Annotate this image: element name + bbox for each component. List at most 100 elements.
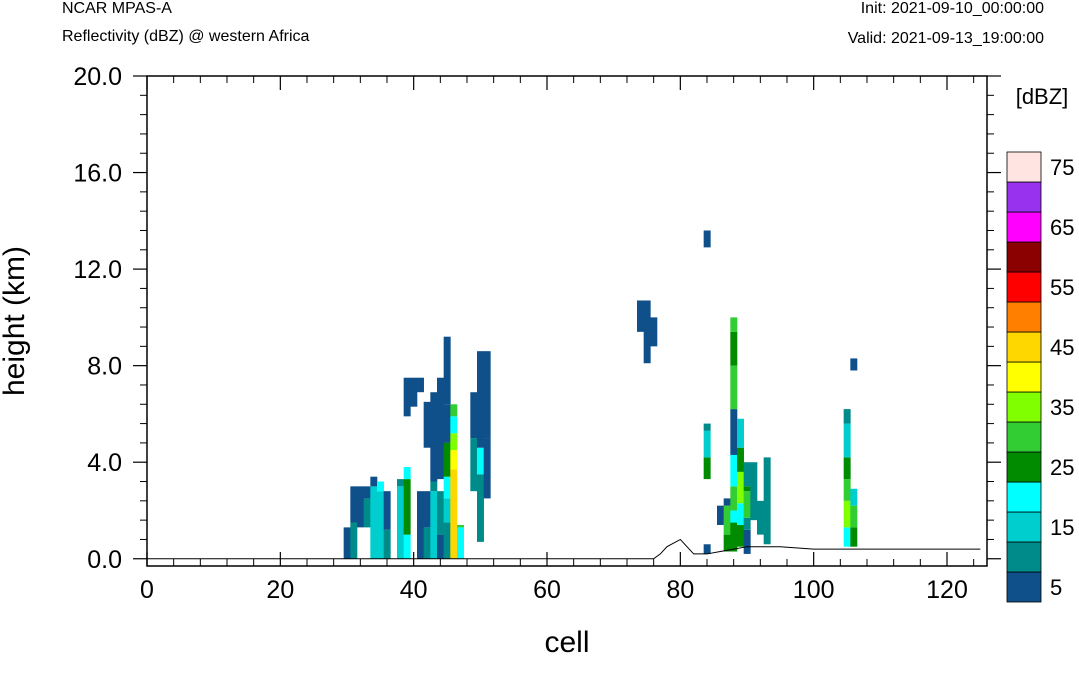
reflectivity-cell xyxy=(350,522,358,559)
colorbar-box xyxy=(1006,481,1042,513)
reflectivity-cell xyxy=(730,454,738,487)
reflectivity-cell xyxy=(477,447,484,475)
reflectivity-cell xyxy=(457,524,464,528)
reflectivity-cell xyxy=(417,491,424,559)
reflectivity-cell xyxy=(730,522,738,552)
reflectivity-cell xyxy=(743,462,751,487)
reflectivity-cell xyxy=(370,486,378,559)
reflectivity-cell xyxy=(357,486,364,528)
reflectivity-cell xyxy=(383,491,391,530)
reflectivity-cells xyxy=(343,230,858,559)
reflectivity-cell xyxy=(477,474,484,542)
axis-ticks: 0 20 40 60 80 100 120 0.0 4.0 8.0 12.0 16.0 20.0 xyxy=(73,63,1001,604)
reflectivity-cell xyxy=(743,486,751,492)
colorbar-box xyxy=(1006,151,1042,183)
reflectivity-cell xyxy=(763,457,771,545)
reflectivity-cell xyxy=(383,529,391,559)
field-subtitle: Reflectivity (dBZ) @ western Africa xyxy=(62,28,310,45)
reflectivity-cell xyxy=(423,401,431,448)
reflectivity-cell xyxy=(397,479,404,487)
colorbar: 5 15 25 35 45 55 65 75 xyxy=(1006,151,1074,603)
reflectivity-cell xyxy=(477,351,484,448)
reflectivity-cell xyxy=(450,433,458,451)
reflectivity-cell xyxy=(730,331,738,366)
reflectivity-cell xyxy=(703,544,711,554)
x-tick-label: 60 xyxy=(533,576,561,604)
x-tick-label: 20 xyxy=(266,576,294,604)
y-tick-label: 12.0 xyxy=(73,256,122,284)
valid-time: Valid: 2021-09-13_19:00:00 xyxy=(847,30,1044,47)
reflectivity-cell xyxy=(850,488,858,506)
reflectivity-cell xyxy=(730,409,738,455)
reflectivity-cell xyxy=(403,467,411,480)
colorbar-label: 35 xyxy=(1050,395,1074,420)
reflectivity-cell xyxy=(843,479,851,501)
colorbar-box xyxy=(1006,361,1042,393)
reflectivity-cell xyxy=(397,486,404,559)
reflectivity-cell xyxy=(737,503,744,525)
reflectivity-cell xyxy=(723,498,731,506)
reflectivity-cell xyxy=(470,392,478,439)
reflectivity-cell xyxy=(850,505,858,528)
reflectivity-cell xyxy=(403,534,411,559)
reflectivity-cell xyxy=(350,486,358,523)
colorbar-box xyxy=(1006,271,1042,303)
reflectivity-cell xyxy=(650,317,658,347)
reflectivity-cell xyxy=(737,471,744,504)
reflectivity-cell xyxy=(430,491,438,559)
reflectivity-cell xyxy=(703,230,711,248)
reflectivity-cell xyxy=(483,351,491,439)
reflectivity-cell xyxy=(850,358,858,371)
reflectivity-cell xyxy=(450,404,458,417)
colorbar-box xyxy=(1006,211,1042,243)
colorbar-box xyxy=(1006,541,1042,573)
terrain-polyline xyxy=(147,538,981,560)
colorbar-box xyxy=(1006,571,1042,603)
reflectivity-cell xyxy=(730,510,738,523)
colorbar-box xyxy=(1006,511,1042,543)
reflectivity-cell xyxy=(843,527,851,547)
reflectivity-cell xyxy=(363,486,371,499)
x-tick-label: 80 xyxy=(666,576,694,604)
reflectivity-cell xyxy=(843,409,851,424)
reflectivity-cell xyxy=(743,491,751,518)
reflectivity-cell xyxy=(737,524,744,547)
y-tick-label: 0.0 xyxy=(87,546,122,574)
init-time: Init: 2021-09-10_00:00:00 xyxy=(860,0,1044,17)
terrain-line xyxy=(147,538,981,560)
reflectivity-cell xyxy=(430,392,438,482)
reflectivity-cell xyxy=(343,527,351,559)
colorbar-box xyxy=(1006,241,1042,273)
reflectivity-cell xyxy=(703,423,711,431)
reflectivity-cell xyxy=(450,469,458,559)
y-tick-label: 4.0 xyxy=(87,449,122,477)
reflectivity-cell xyxy=(403,479,411,535)
reflectivity-cell xyxy=(457,527,464,559)
reflectivity-cell xyxy=(410,377,418,407)
reflectivity-cell xyxy=(750,462,758,521)
reflectivity-cell xyxy=(850,527,858,547)
x-tick-label: 40 xyxy=(400,576,428,604)
y-axis-title: height (km) xyxy=(0,246,31,396)
reflectivity-cell xyxy=(737,447,744,472)
colorbar-label: 25 xyxy=(1050,455,1074,480)
reflectivity-cell xyxy=(703,430,711,458)
colorbar-label: 75 xyxy=(1050,155,1074,180)
reflectivity-cell xyxy=(843,500,851,528)
reflectivity-cell xyxy=(443,336,451,405)
reflectivity-cell xyxy=(743,529,751,554)
y-tick-label: 16.0 xyxy=(73,160,122,188)
colorbar-box xyxy=(1006,421,1042,453)
reflectivity-cell xyxy=(757,500,764,535)
reflectivity-cell xyxy=(423,491,431,528)
colorbar-box xyxy=(1006,451,1042,483)
reflectivity-cell xyxy=(437,534,444,559)
plot-frame xyxy=(146,75,988,567)
reflectivity-cell xyxy=(843,457,851,480)
reflectivity-cell xyxy=(730,317,738,332)
x-tick-label: 120 xyxy=(926,576,968,604)
reflectivity-cell xyxy=(443,522,451,559)
reflectivity-cell xyxy=(730,365,738,410)
reflectivity-cell xyxy=(450,450,458,470)
